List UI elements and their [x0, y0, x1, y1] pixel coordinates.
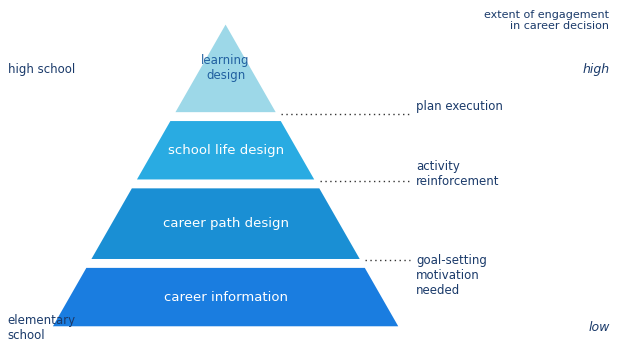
Polygon shape [173, 22, 278, 113]
Polygon shape [89, 187, 362, 261]
Text: extent of engagement
in career decision: extent of engagement in career decision [484, 10, 610, 31]
Text: elementary
school: elementary school [7, 314, 76, 342]
Text: career information: career information [164, 291, 288, 303]
Text: activity
reinforcement: activity reinforcement [416, 160, 500, 188]
Text: career path design: career path design [163, 217, 289, 230]
Text: school life design: school life design [168, 144, 284, 157]
Text: high school: high school [7, 63, 75, 76]
Text: goal-setting: goal-setting [416, 254, 487, 267]
Text: plan execution: plan execution [416, 100, 503, 113]
Polygon shape [51, 266, 400, 328]
Text: motivation
needed: motivation needed [416, 270, 480, 298]
Text: high: high [582, 63, 610, 76]
Text: low: low [588, 321, 610, 334]
Text: learning
design: learning design [201, 54, 250, 82]
Polygon shape [135, 120, 317, 181]
